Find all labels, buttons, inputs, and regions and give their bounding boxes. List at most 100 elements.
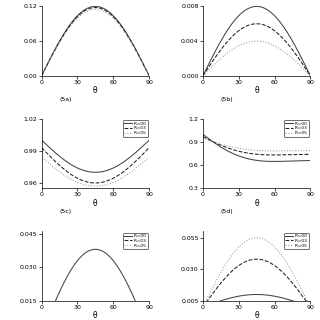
- Line: Rᵢ=00: Rᵢ=00: [203, 294, 310, 307]
- Rᵢ=05: [98, 8, 102, 12]
- Rᵢ=03: [308, 305, 312, 309]
- Line: Rᵢ=00: Rᵢ=00: [203, 6, 310, 76]
- Rᵢ=00: [93, 247, 97, 251]
- Rᵢ=03: [265, 260, 269, 263]
- Rᵢ=03: [289, 153, 293, 156]
- Rᵢ=00: [308, 305, 312, 309]
- Rᵢ=03: [259, 258, 263, 261]
- Rᵢ=00: [98, 5, 102, 9]
- Rᵢ=05: [128, 38, 132, 42]
- Rᵢ=00: [147, 138, 151, 142]
- Rᵢ=00: [259, 293, 263, 297]
- Rᵢ=03: [259, 22, 263, 26]
- Rᵢ=05: [259, 39, 263, 43]
- Rᵢ=00: [289, 159, 293, 163]
- Rᵢ=05: [253, 148, 257, 152]
- Line: Rᵢ=00: Rᵢ=00: [42, 6, 149, 76]
- Rᵢ=05: [98, 184, 102, 188]
- Rᵢ=00: [128, 155, 132, 159]
- Line: Rᵢ=00: Rᵢ=00: [42, 140, 149, 172]
- Rᵢ=05: [265, 239, 269, 243]
- X-axis label: θ: θ: [254, 199, 259, 208]
- X-axis label: θ: θ: [93, 86, 98, 95]
- Rᵢ=00: [308, 74, 312, 78]
- Line: Rᵢ=05: Rᵢ=05: [203, 238, 310, 307]
- Rᵢ=03: [128, 164, 132, 168]
- Line: Rᵢ=03: Rᵢ=03: [203, 24, 310, 76]
- Rᵢ=05: [145, 69, 149, 73]
- X-axis label: θ: θ: [93, 199, 98, 208]
- Rᵢ=05: [145, 157, 149, 161]
- Rᵢ=05: [259, 236, 263, 240]
- Rᵢ=03: [253, 257, 257, 261]
- Rᵢ=05: [265, 41, 269, 45]
- Rᵢ=05: [104, 11, 108, 14]
- Rᵢ=05: [93, 7, 97, 11]
- Rᵢ=00: [253, 292, 257, 296]
- Rᵢ=03: [147, 74, 151, 78]
- Rᵢ=05: [265, 149, 269, 153]
- Rᵢ=05: [272, 149, 276, 153]
- Rᵢ=03: [306, 152, 310, 156]
- Rᵢ=05: [306, 148, 310, 152]
- Text: (5c): (5c): [59, 209, 71, 214]
- Rᵢ=00: [253, 4, 257, 8]
- Rᵢ=03: [306, 70, 310, 74]
- Rᵢ=00: [93, 4, 97, 8]
- Rᵢ=00: [259, 159, 263, 163]
- Rᵢ=03: [289, 46, 293, 50]
- Rᵢ=03: [145, 148, 149, 152]
- Rᵢ=05: [289, 149, 293, 153]
- Rᵢ=05: [147, 74, 151, 78]
- Rᵢ=03: [308, 152, 312, 156]
- Text: (5d): (5d): [220, 209, 233, 214]
- Rᵢ=00: [265, 8, 269, 12]
- Rᵢ=00: [91, 5, 95, 9]
- Rᵢ=00: [253, 158, 257, 162]
- Rᵢ=00: [145, 69, 149, 73]
- Line: Rᵢ=05: Rᵢ=05: [203, 41, 310, 76]
- Rᵢ=05: [308, 74, 312, 78]
- Rᵢ=00: [308, 159, 312, 163]
- Rᵢ=05: [255, 236, 259, 240]
- Rᵢ=00: [40, 138, 44, 142]
- Line: Rᵢ=03: Rᵢ=03: [203, 259, 310, 307]
- Rᵢ=05: [259, 149, 263, 153]
- Rᵢ=00: [104, 169, 108, 173]
- Rᵢ=03: [91, 6, 95, 10]
- Rᵢ=00: [259, 5, 263, 9]
- Rᵢ=03: [128, 38, 132, 42]
- Rᵢ=03: [98, 181, 102, 185]
- Rᵢ=00: [306, 304, 310, 308]
- Rᵢ=03: [201, 135, 205, 139]
- Legend: Rᵢ=00, Rᵢ=03, Rᵢ=05: Rᵢ=00, Rᵢ=03, Rᵢ=05: [123, 120, 148, 137]
- Rᵢ=03: [255, 22, 259, 26]
- Rᵢ=05: [93, 184, 97, 188]
- Rᵢ=03: [98, 6, 102, 10]
- Rᵢ=00: [104, 8, 108, 12]
- Rᵢ=05: [128, 171, 132, 175]
- Rᵢ=05: [91, 8, 95, 12]
- Rᵢ=05: [308, 148, 312, 152]
- X-axis label: θ: θ: [254, 311, 259, 320]
- Rᵢ=00: [147, 74, 151, 78]
- Rᵢ=03: [306, 302, 310, 306]
- Rᵢ=03: [93, 181, 97, 185]
- Rᵢ=03: [201, 305, 205, 309]
- Rᵢ=03: [92, 6, 95, 10]
- Rᵢ=05: [289, 55, 293, 59]
- Rᵢ=00: [91, 170, 95, 174]
- Line: Rᵢ=05: Rᵢ=05: [203, 138, 310, 151]
- Rᵢ=03: [201, 74, 205, 78]
- Line: Rᵢ=05: Rᵢ=05: [42, 9, 149, 76]
- Rᵢ=05: [201, 305, 205, 309]
- Legend: Rᵢ=00, Rᵢ=03, Rᵢ=05: Rᵢ=00, Rᵢ=03, Rᵢ=05: [284, 120, 309, 137]
- Rᵢ=00: [265, 293, 269, 297]
- X-axis label: θ: θ: [93, 311, 98, 320]
- Rᵢ=03: [265, 24, 269, 28]
- Rᵢ=00: [252, 292, 256, 296]
- Rᵢ=05: [289, 268, 293, 272]
- Rᵢ=05: [40, 74, 44, 78]
- Rᵢ=03: [40, 146, 44, 150]
- Rᵢ=00: [40, 74, 44, 78]
